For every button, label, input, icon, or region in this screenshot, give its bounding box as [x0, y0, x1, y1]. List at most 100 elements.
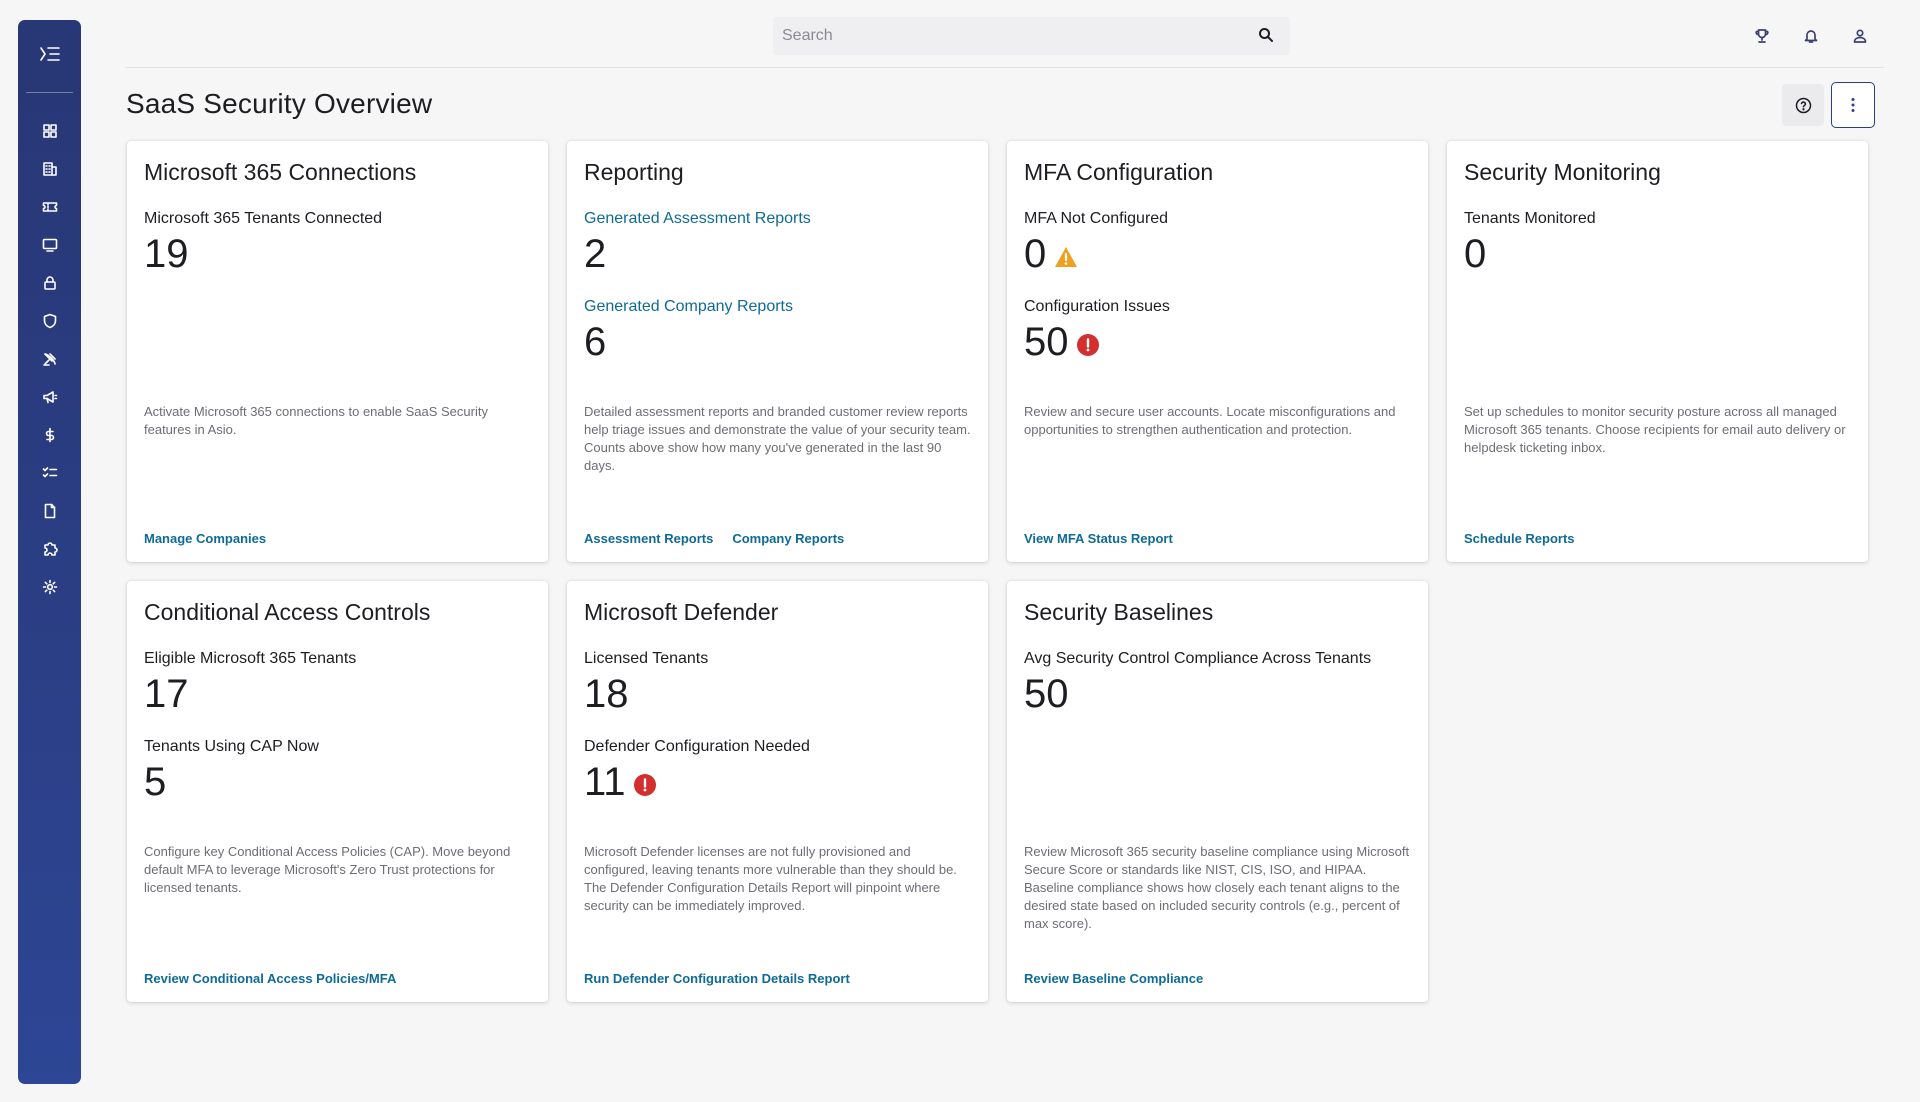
- sidebar-nav: [18, 112, 81, 606]
- metric: Tenants Using CAP Now 5: [144, 738, 319, 804]
- metric-value: 2: [584, 232, 607, 276]
- metric: Avg Security Control Compliance Across T…: [1024, 650, 1371, 716]
- view-mfa-status-report-link[interactable]: View MFA Status Report: [1024, 531, 1173, 546]
- bell-icon[interactable]: [1786, 22, 1835, 50]
- card-security-monitoring: Security Monitoring Tenants Monitored 0 …: [1447, 141, 1868, 562]
- metric: Tenants Monitored 0: [1464, 210, 1596, 276]
- run-defender-report-link[interactable]: Run Defender Configuration Details Repor…: [584, 971, 850, 986]
- trophy-icon[interactable]: [1737, 22, 1786, 50]
- dashboard-icon[interactable]: [18, 112, 81, 150]
- metric-label: Tenants Monitored: [1464, 210, 1596, 227]
- building-icon[interactable]: [18, 150, 81, 188]
- card-security-baselines: Security Baselines Avg Security Control …: [1007, 581, 1428, 1002]
- metric-label: Microsoft 365 Tenants Connected: [144, 210, 383, 227]
- sidebar: [18, 20, 81, 1084]
- card-description: Set up schedules to monitor security pos…: [1464, 404, 1846, 455]
- metric-value: 11: [584, 760, 626, 804]
- card-description: Detailed assessment reports and branded …: [584, 404, 971, 473]
- metric: Configuration Issues 50: [1024, 298, 1170, 364]
- lock-icon[interactable]: [18, 264, 81, 302]
- metric-label: MFA Not Configured: [1024, 210, 1169, 227]
- help-icon: [1795, 97, 1811, 113]
- metric-value: 6: [584, 320, 607, 364]
- metric-label: Eligible Microsoft 365 Tenants: [144, 650, 357, 667]
- ticket-icon[interactable]: [18, 188, 81, 226]
- metric-value: 5: [144, 760, 167, 804]
- card-microsoft-365-connections: Microsoft 365 Connections Microsoft 365 …: [127, 141, 548, 562]
- card-description: Review and secure user accounts. Locate …: [1024, 404, 1396, 437]
- metric-label-link[interactable]: Generated Assessment Reports: [584, 210, 811, 227]
- metric-label: Configuration Issues: [1024, 298, 1170, 315]
- metric-value: 19: [144, 232, 189, 276]
- review-conditional-access-link[interactable]: Review Conditional Access Policies/MFA: [144, 971, 397, 986]
- card-conditional-access-controls: Conditional Access Controls Eligible Mic…: [127, 581, 548, 1002]
- search-box: [773, 17, 1290, 55]
- card-reporting: Reporting Generated Assessment Reports 2…: [567, 141, 988, 562]
- card-title: Microsoft Defender: [584, 599, 779, 625]
- document-icon[interactable]: [18, 492, 81, 530]
- metric-label: Licensed Tenants: [584, 650, 709, 667]
- card-title: Conditional Access Controls: [144, 599, 431, 625]
- card-actions: Manage Companies: [144, 531, 285, 546]
- metric-value: 50: [1024, 672, 1069, 716]
- metric: Defender Configuration Needed 11: [584, 738, 810, 804]
- card-title: Microsoft 365 Connections: [144, 159, 417, 185]
- card-actions: Schedule Reports: [1464, 531, 1594, 546]
- metric: Generated Assessment Reports 2: [584, 210, 811, 276]
- metric: MFA Not Configured 0: [1024, 210, 1168, 276]
- header-icons: [1737, 22, 1884, 50]
- review-baseline-compliance-link[interactable]: Review Baseline Compliance: [1024, 971, 1204, 986]
- page-title: SaaS Security Overview: [126, 88, 433, 119]
- megaphone-icon[interactable]: [18, 378, 81, 416]
- metric: Microsoft 365 Tenants Connected 19: [144, 210, 382, 276]
- metric-value: 17: [144, 672, 189, 716]
- more-vertical-icon: [1851, 98, 1855, 112]
- card-actions: View MFA Status Report: [1024, 531, 1192, 546]
- menu-toggle-icon[interactable]: [18, 38, 81, 70]
- assessment-reports-link[interactable]: Assessment Reports: [584, 531, 714, 546]
- more-options-button[interactable]: [1831, 82, 1875, 128]
- search-input[interactable]: [773, 17, 1243, 55]
- card-title: MFA Configuration: [1024, 159, 1214, 185]
- card-actions: Review Conditional Access Policies/MFA: [144, 971, 415, 986]
- card-description: Microsoft Defender licenses are not full…: [584, 844, 957, 913]
- monitor-icon[interactable]: [18, 226, 81, 264]
- dollar-icon[interactable]: [18, 416, 81, 454]
- company-reports-link[interactable]: Company Reports: [732, 531, 845, 546]
- metric-label: Avg Security Control Compliance Across T…: [1024, 650, 1372, 667]
- search-icon[interactable]: [1258, 27, 1274, 48]
- puzzle-icon[interactable]: [18, 530, 81, 568]
- card-title: Reporting: [584, 159, 684, 185]
- metric-value: 0: [1024, 232, 1047, 276]
- card-actions: Assessment Reports Company Reports: [584, 531, 863, 546]
- sidebar-divider: [26, 92, 73, 93]
- metric-label: Tenants Using CAP Now: [144, 738, 319, 755]
- card-description: Configure key Conditional Access Policie…: [144, 844, 511, 895]
- user-icon[interactable]: [1835, 22, 1884, 50]
- warning-icon: [1054, 246, 1078, 268]
- help-button[interactable]: [1782, 84, 1824, 126]
- metric-label-link[interactable]: Generated Company Reports: [584, 298, 793, 315]
- settings-icon[interactable]: [18, 568, 81, 606]
- schedule-reports-link[interactable]: Schedule Reports: [1464, 531, 1575, 546]
- metric-label: Defender Configuration Needed: [584, 738, 810, 755]
- metric-value: 0: [1464, 232, 1487, 276]
- top-bar: [126, 0, 1884, 68]
- card-description: Activate Microsoft 365 connections to en…: [144, 404, 488, 437]
- metric-value: 50: [1024, 320, 1069, 364]
- metric-value: 18: [584, 672, 629, 716]
- card-mfa-configuration: MFA Configuration MFA Not Configured 0 C…: [1007, 141, 1428, 562]
- satellite-icon[interactable]: [18, 340, 81, 378]
- card-description: Review Microsoft 365 security baseline c…: [1024, 844, 1410, 931]
- error-icon: [1076, 334, 1099, 356]
- checklist-icon[interactable]: [18, 454, 81, 492]
- error-icon: [633, 774, 656, 796]
- metric: Eligible Microsoft 365 Tenants 17: [144, 650, 356, 716]
- metric: Licensed Tenants 18: [584, 650, 708, 716]
- metric: Generated Company Reports 6: [584, 298, 793, 364]
- manage-companies-link[interactable]: Manage Companies: [144, 531, 267, 546]
- card-title: Security Monitoring: [1464, 159, 1661, 185]
- shield-icon[interactable]: [18, 302, 81, 340]
- card-microsoft-defender: Microsoft Defender Licensed Tenants 18 D…: [567, 581, 988, 1002]
- card-actions: Run Defender Configuration Details Repor…: [584, 971, 869, 986]
